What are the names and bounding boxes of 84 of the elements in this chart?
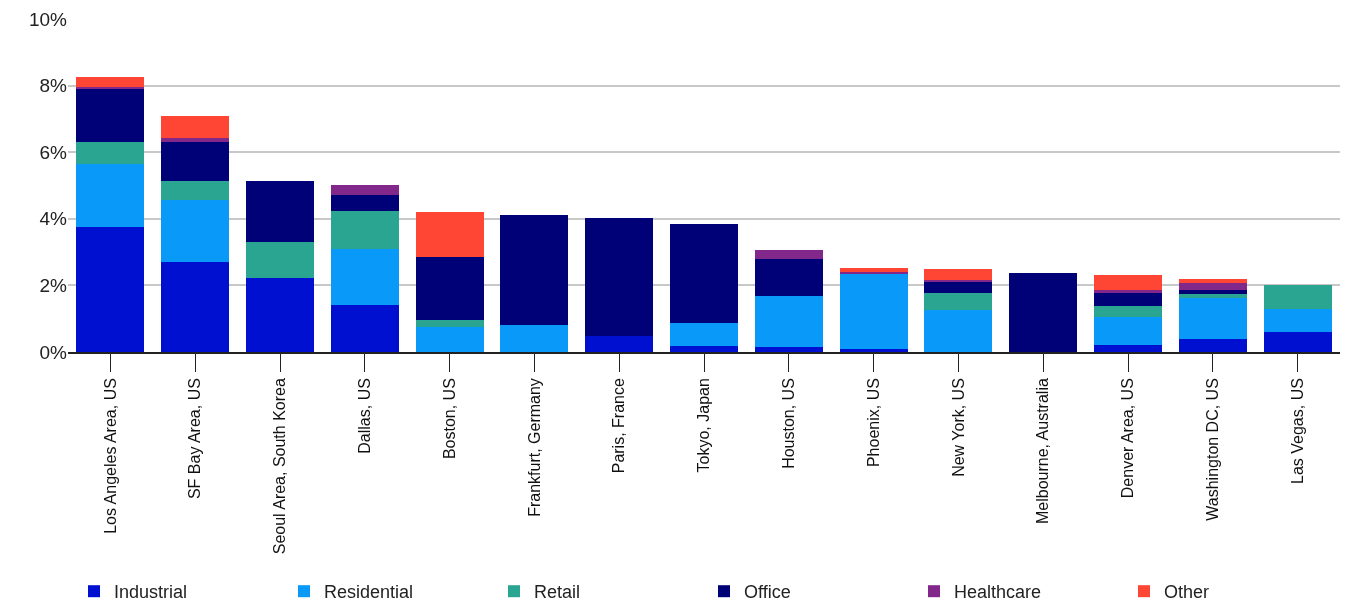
legend-label: Healthcare — [954, 582, 1042, 603]
bar — [415, 211, 484, 258]
bar — [161, 180, 230, 201]
bar — [246, 241, 314, 279]
bar — [1094, 290, 1162, 293]
y-tick-label: 6% — [39, 141, 68, 163]
legend-label: Residential — [324, 582, 414, 603]
bar — [754, 259, 823, 297]
x-tick-label: Houston, US — [780, 378, 797, 469]
bar — [754, 347, 823, 352]
bar — [754, 249, 823, 260]
y-tick-label: 2% — [39, 275, 68, 297]
bar — [924, 310, 993, 352]
x-tick-label: Los Angeles Area, US — [101, 378, 119, 534]
bar — [924, 282, 993, 294]
bar — [839, 268, 908, 273]
bar — [161, 115, 230, 139]
bar — [585, 217, 654, 337]
bar — [1094, 292, 1162, 307]
bar — [161, 138, 230, 143]
y-tick-label: 10% — [28, 8, 68, 30]
x-tick-label: Dallas, US — [356, 378, 373, 454]
x-tick-label: Seoul Area, South Korea — [271, 378, 289, 555]
x-tick-label: SF Bay Area, US — [186, 378, 204, 500]
bar — [1178, 282, 1247, 291]
bar — [1094, 344, 1162, 352]
bar — [161, 262, 230, 352]
bar — [1178, 338, 1247, 352]
bar — [924, 293, 993, 311]
bar — [246, 180, 314, 242]
bar — [670, 323, 738, 346]
bar — [500, 325, 569, 352]
x-tick-label: Paris, France — [610, 378, 628, 474]
bar — [76, 226, 145, 352]
legend-label: Retail — [534, 582, 581, 603]
bar — [246, 278, 314, 352]
bar — [76, 88, 145, 142]
x-tick-label: Melbourne, Australia — [1034, 378, 1052, 525]
bar — [1094, 306, 1162, 318]
bar — [1178, 297, 1247, 339]
bar — [1178, 279, 1247, 283]
bar — [500, 215, 569, 326]
bar — [839, 273, 908, 349]
bar — [415, 327, 484, 352]
bar — [76, 76, 145, 87]
x-tick-label: New York, US — [949, 378, 967, 477]
bar — [415, 320, 484, 328]
bar — [161, 142, 230, 181]
legend-label: Industrial — [114, 582, 188, 603]
x-tick-label: Boston, US — [440, 378, 458, 460]
legend-label: Other — [1164, 582, 1210, 603]
bar — [415, 257, 484, 321]
bar — [670, 345, 738, 352]
bar — [754, 296, 823, 348]
y-tick-label: 0% — [39, 341, 68, 363]
bar — [839, 348, 908, 352]
bar — [330, 249, 399, 306]
bar — [161, 200, 230, 263]
bar — [1263, 331, 1332, 352]
bar — [76, 163, 145, 227]
legend-label: Office — [744, 582, 791, 603]
bar — [924, 269, 993, 280]
bar — [1094, 317, 1162, 345]
bar — [330, 195, 399, 212]
bar — [330, 305, 399, 352]
bar — [1094, 275, 1162, 291]
bar — [1263, 309, 1332, 332]
x-tick-label: Phoenix, US — [864, 378, 882, 468]
bar — [1263, 284, 1332, 310]
y-tick-label: 8% — [39, 75, 68, 97]
y-tick-label: 4% — [39, 208, 68, 230]
bar — [1178, 290, 1247, 294]
bar — [670, 224, 738, 324]
bar — [330, 185, 399, 196]
x-tick-label: Washington DC, US — [1204, 378, 1221, 521]
bar — [585, 336, 654, 352]
x-tick-label: Frankfurt, Germany — [525, 378, 543, 517]
bar — [76, 141, 145, 164]
x-tick-label: Las Vegas, US — [1288, 378, 1306, 484]
bar — [330, 211, 399, 250]
x-tick-label: Denver Area, US — [1119, 378, 1137, 499]
bar — [1178, 293, 1247, 298]
bar — [1009, 273, 1078, 352]
x-tick-label: Tokyo, Japan — [695, 378, 713, 473]
